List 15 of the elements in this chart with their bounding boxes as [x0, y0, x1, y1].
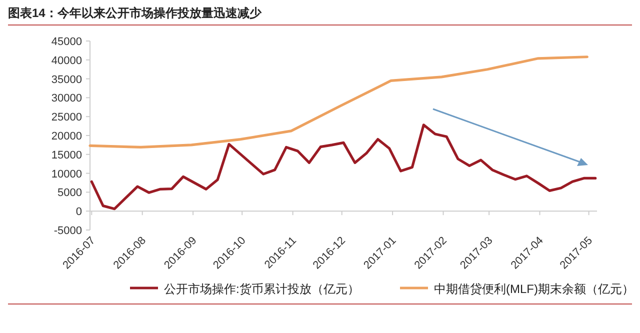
y-tick-label: -5000 [54, 225, 82, 237]
line-series [88, 56, 588, 149]
legend-label: 公开市场操作:货币累计投放（亿元） [164, 282, 360, 296]
y-tick-label: 40000 [51, 54, 82, 67]
chart-title: 图表14：今年以来公开市场操作投放量迅速减少 [8, 6, 262, 20]
y-tick-label: 30000 [51, 92, 82, 105]
y-tick-label: 35000 [51, 74, 82, 86]
y-tick-label: 20000 [51, 130, 82, 142]
y-tick-label: 25000 [51, 112, 82, 124]
y-tick-label: 45000 [51, 36, 82, 48]
legend-label: 中期借贷便利(MLF)期末余额（亿元） [434, 282, 634, 296]
y-tick-label: 5000 [58, 187, 82, 200]
y-tick-label: 10000 [51, 168, 82, 180]
y-tick-label: 15000 [51, 149, 82, 162]
y-tick-label: 0 [76, 206, 82, 218]
